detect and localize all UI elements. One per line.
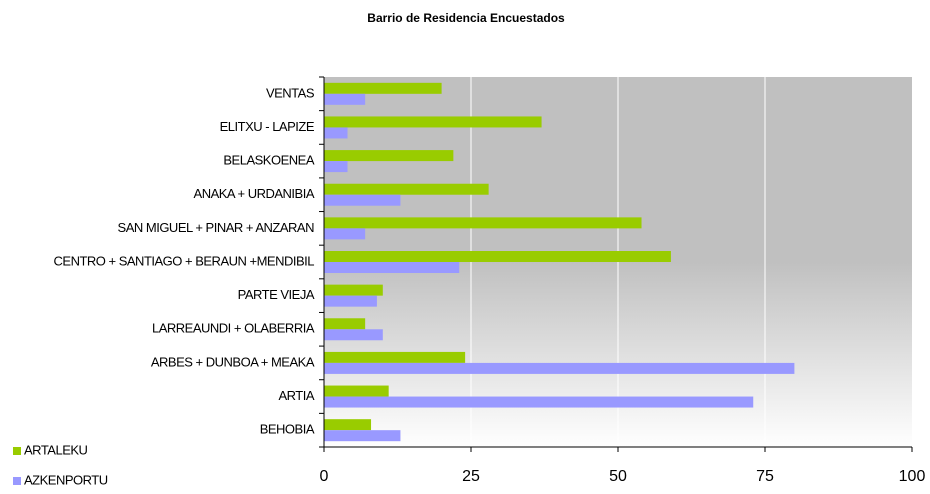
bar — [324, 183, 489, 195]
x-tick-label: 50 — [609, 468, 627, 485]
legend-label: AZKENPORTU — [24, 472, 108, 487]
bar — [324, 295, 377, 307]
bar — [324, 116, 542, 128]
legend-swatch — [13, 447, 21, 455]
bar — [324, 251, 671, 262]
bar — [324, 127, 348, 139]
y-tick-label: ANAKA + URDANIBIA — [194, 186, 315, 201]
bar — [324, 318, 366, 330]
bar — [324, 262, 460, 273]
bar — [324, 329, 383, 341]
y-tick-label: BEHOBIA — [260, 422, 315, 437]
bar — [324, 284, 383, 296]
bar — [324, 93, 366, 105]
bar — [324, 419, 372, 431]
bar — [324, 217, 642, 229]
legend-swatch — [13, 477, 21, 485]
y-tick-label: ARBES + DUNBOA + MEAKA — [151, 354, 315, 369]
y-tick-label: ARTIA — [278, 388, 314, 403]
y-tick-label: VENTAS — [266, 85, 315, 100]
bar — [324, 194, 401, 206]
y-tick-label: ELITXU - LAPIZE — [220, 119, 315, 134]
bar — [324, 396, 754, 408]
y-tick-label: BELASKOENEA — [223, 153, 314, 168]
bar — [324, 362, 795, 374]
bar — [324, 385, 389, 397]
bar — [324, 82, 442, 94]
bar — [324, 228, 366, 240]
x-tick-label: 25 — [462, 468, 480, 485]
x-tick-label: 75 — [756, 468, 774, 485]
bar — [324, 430, 401, 442]
bar — [324, 161, 348, 173]
chart-title: Barrio de Residencia Encuestados — [367, 11, 565, 25]
x-tick-label: 100 — [899, 468, 926, 485]
bar — [324, 351, 466, 363]
y-tick-label: CENTRO + SANTIAGO + BERAUN +MENDIBIL — [54, 253, 315, 268]
legend-label: ARTALEKU — [24, 442, 88, 457]
y-tick-label: LARREAUNDI + OLABERRIA — [152, 321, 315, 336]
x-tick-label: 0 — [320, 468, 329, 485]
bar — [324, 150, 454, 162]
y-tick-label: SAN MIGUEL + PINAR + ANZARAN — [118, 220, 315, 235]
y-tick-label: PARTE VIEJA — [238, 287, 315, 302]
